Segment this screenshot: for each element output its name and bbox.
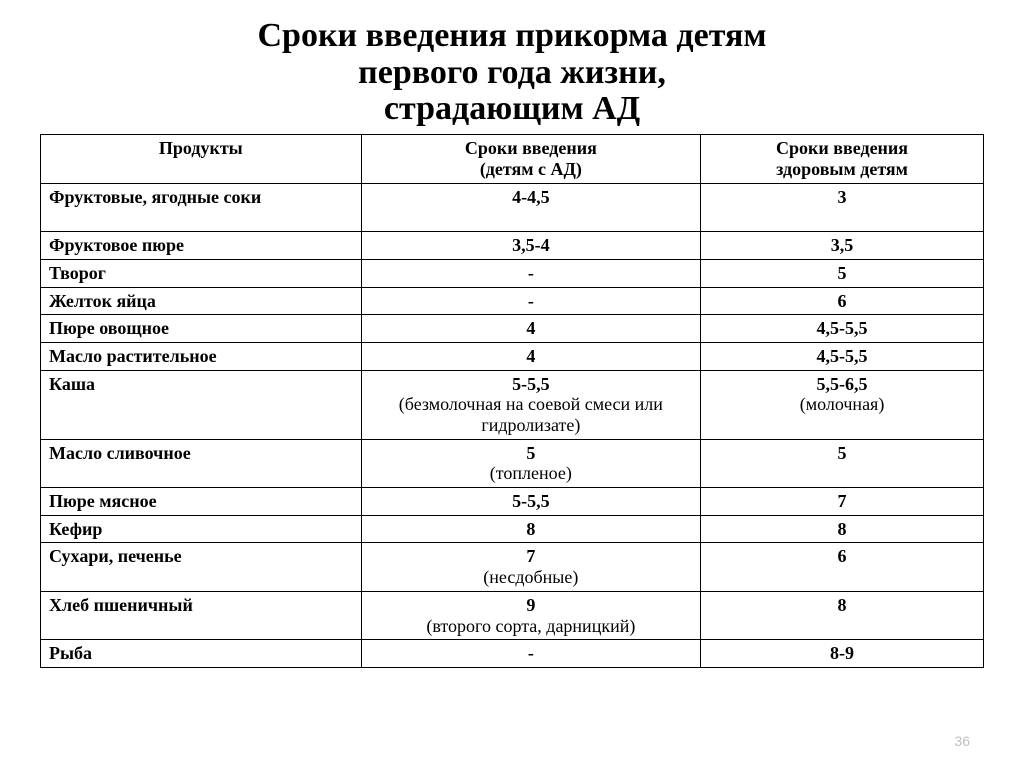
feeding-schedule-table: Продукты Сроки введения(детям с АД) Срок…: [40, 134, 984, 668]
cell-product: Кефир: [41, 515, 362, 543]
table-row: Хлеб пшеничный9(второго сорта, дарницкий…: [41, 591, 984, 639]
cell-ad-note: (второго сорта, дарницкий): [370, 616, 692, 637]
cell-healthy-timing: 4,5-5,5: [701, 315, 984, 343]
table-row: Сухари, печенье7(несдобные)6: [41, 543, 984, 591]
cell-product: Пюре мясное: [41, 488, 362, 516]
cell-healthy-timing: 5,5-6,5(молочная): [701, 370, 984, 439]
cell-ad-timing: -: [361, 640, 700, 668]
cell-product: Каша: [41, 370, 362, 439]
cell-product: Рыба: [41, 640, 362, 668]
cell-healthy-timing: 7: [701, 488, 984, 516]
table-row: Пюре овощное44,5-5,5: [41, 315, 984, 343]
cell-healthy-timing: 6: [701, 543, 984, 591]
cell-ad-timing: 5-5,5: [361, 488, 700, 516]
cell-healthy-timing: 5: [701, 439, 984, 487]
cell-ad-timing: 8: [361, 515, 700, 543]
cell-healthy-timing: 8-9: [701, 640, 984, 668]
cell-ad-note: (топленое): [370, 463, 692, 484]
cell-ad-timing: 3,5-4: [361, 232, 700, 260]
cell-product: Масло растительное: [41, 342, 362, 370]
cell-ad-note: (безмолочная на соевой смеси или гидроли…: [370, 394, 692, 435]
title-line-3: страдающим АД: [384, 90, 640, 127]
cell-product: Масло сливочное: [41, 439, 362, 487]
cell-product: Фруктовое пюре: [41, 232, 362, 260]
cell-ad-timing: -: [361, 259, 700, 287]
table-row: Масло сливочное5(топленое)5: [41, 439, 984, 487]
table-head: Продукты Сроки введения(детям с АД) Срок…: [41, 135, 984, 183]
cell-ad-timing: 5-5,5(безмолочная на соевой смеси или ги…: [361, 370, 700, 439]
table-body: Фруктовые, ягодные соки4-4,53Фруктовое п…: [41, 183, 984, 667]
title-line-1: Сроки введения прикорма детям: [257, 17, 766, 54]
cell-healthy-timing: 4,5-5,5: [701, 342, 984, 370]
table-row: Желток яйца-6: [41, 287, 984, 315]
cell-ad-timing: 7(несдобные): [361, 543, 700, 591]
cell-healthy-timing: 3,5: [701, 232, 984, 260]
table-header-row: Продукты Сроки введения(детям с АД) Срок…: [41, 135, 984, 183]
table-row: Каша5-5,5(безмолочная на соевой смеси ил…: [41, 370, 984, 439]
table-row: Кефир88: [41, 515, 984, 543]
cell-ad-timing: 5(топленое): [361, 439, 700, 487]
table-row: Фруктовое пюре3,5-43,5: [41, 232, 984, 260]
page-number: 36: [954, 733, 970, 749]
col-header-products-text: Продукты: [159, 138, 243, 158]
table-row: Пюре мясное5-5,57: [41, 488, 984, 516]
cell-ad-timing: -: [361, 287, 700, 315]
cell-healthy-timing: 8: [701, 515, 984, 543]
slide: Сроки введения прикорма детям первого го…: [0, 0, 1024, 767]
cell-product: Пюре овощное: [41, 315, 362, 343]
col-header-ad: Сроки введения(детям с АД): [361, 135, 700, 183]
cell-ad-timing: 4: [361, 342, 700, 370]
cell-product: Хлеб пшеничный: [41, 591, 362, 639]
cell-healthy-timing: 6: [701, 287, 984, 315]
table-row: Масло растительное44,5-5,5: [41, 342, 984, 370]
cell-healthy-timing: 3: [701, 183, 984, 232]
cell-product: Сухари, печенье: [41, 543, 362, 591]
table-row: Творог-5: [41, 259, 984, 287]
col-header-ad-text: Сроки введения(детям с АД): [465, 138, 597, 179]
cell-ad-timing: 4-4,5: [361, 183, 700, 232]
cell-ad-note: (несдобные): [370, 567, 692, 588]
title-line-2: первого года жизни,: [358, 54, 666, 91]
page-title: Сроки введения прикорма детям первого го…: [40, 18, 984, 128]
cell-product: Желток яйца: [41, 287, 362, 315]
cell-product: Творог: [41, 259, 362, 287]
cell-ad-timing: 9(второго сорта, дарницкий): [361, 591, 700, 639]
cell-product: Фруктовые, ягодные соки: [41, 183, 362, 232]
cell-ad-timing: 4: [361, 315, 700, 343]
col-header-products: Продукты: [41, 135, 362, 183]
table-row: Рыба-8-9: [41, 640, 984, 668]
col-header-healthy: Сроки введенияздоровым детям: [701, 135, 984, 183]
cell-healthy-timing: 8: [701, 591, 984, 639]
table-row: Фруктовые, ягодные соки4-4,53: [41, 183, 984, 232]
cell-healthy-note: (молочная): [709, 394, 975, 415]
cell-healthy-timing: 5: [701, 259, 984, 287]
col-header-healthy-text: Сроки введенияздоровым детям: [776, 138, 908, 179]
